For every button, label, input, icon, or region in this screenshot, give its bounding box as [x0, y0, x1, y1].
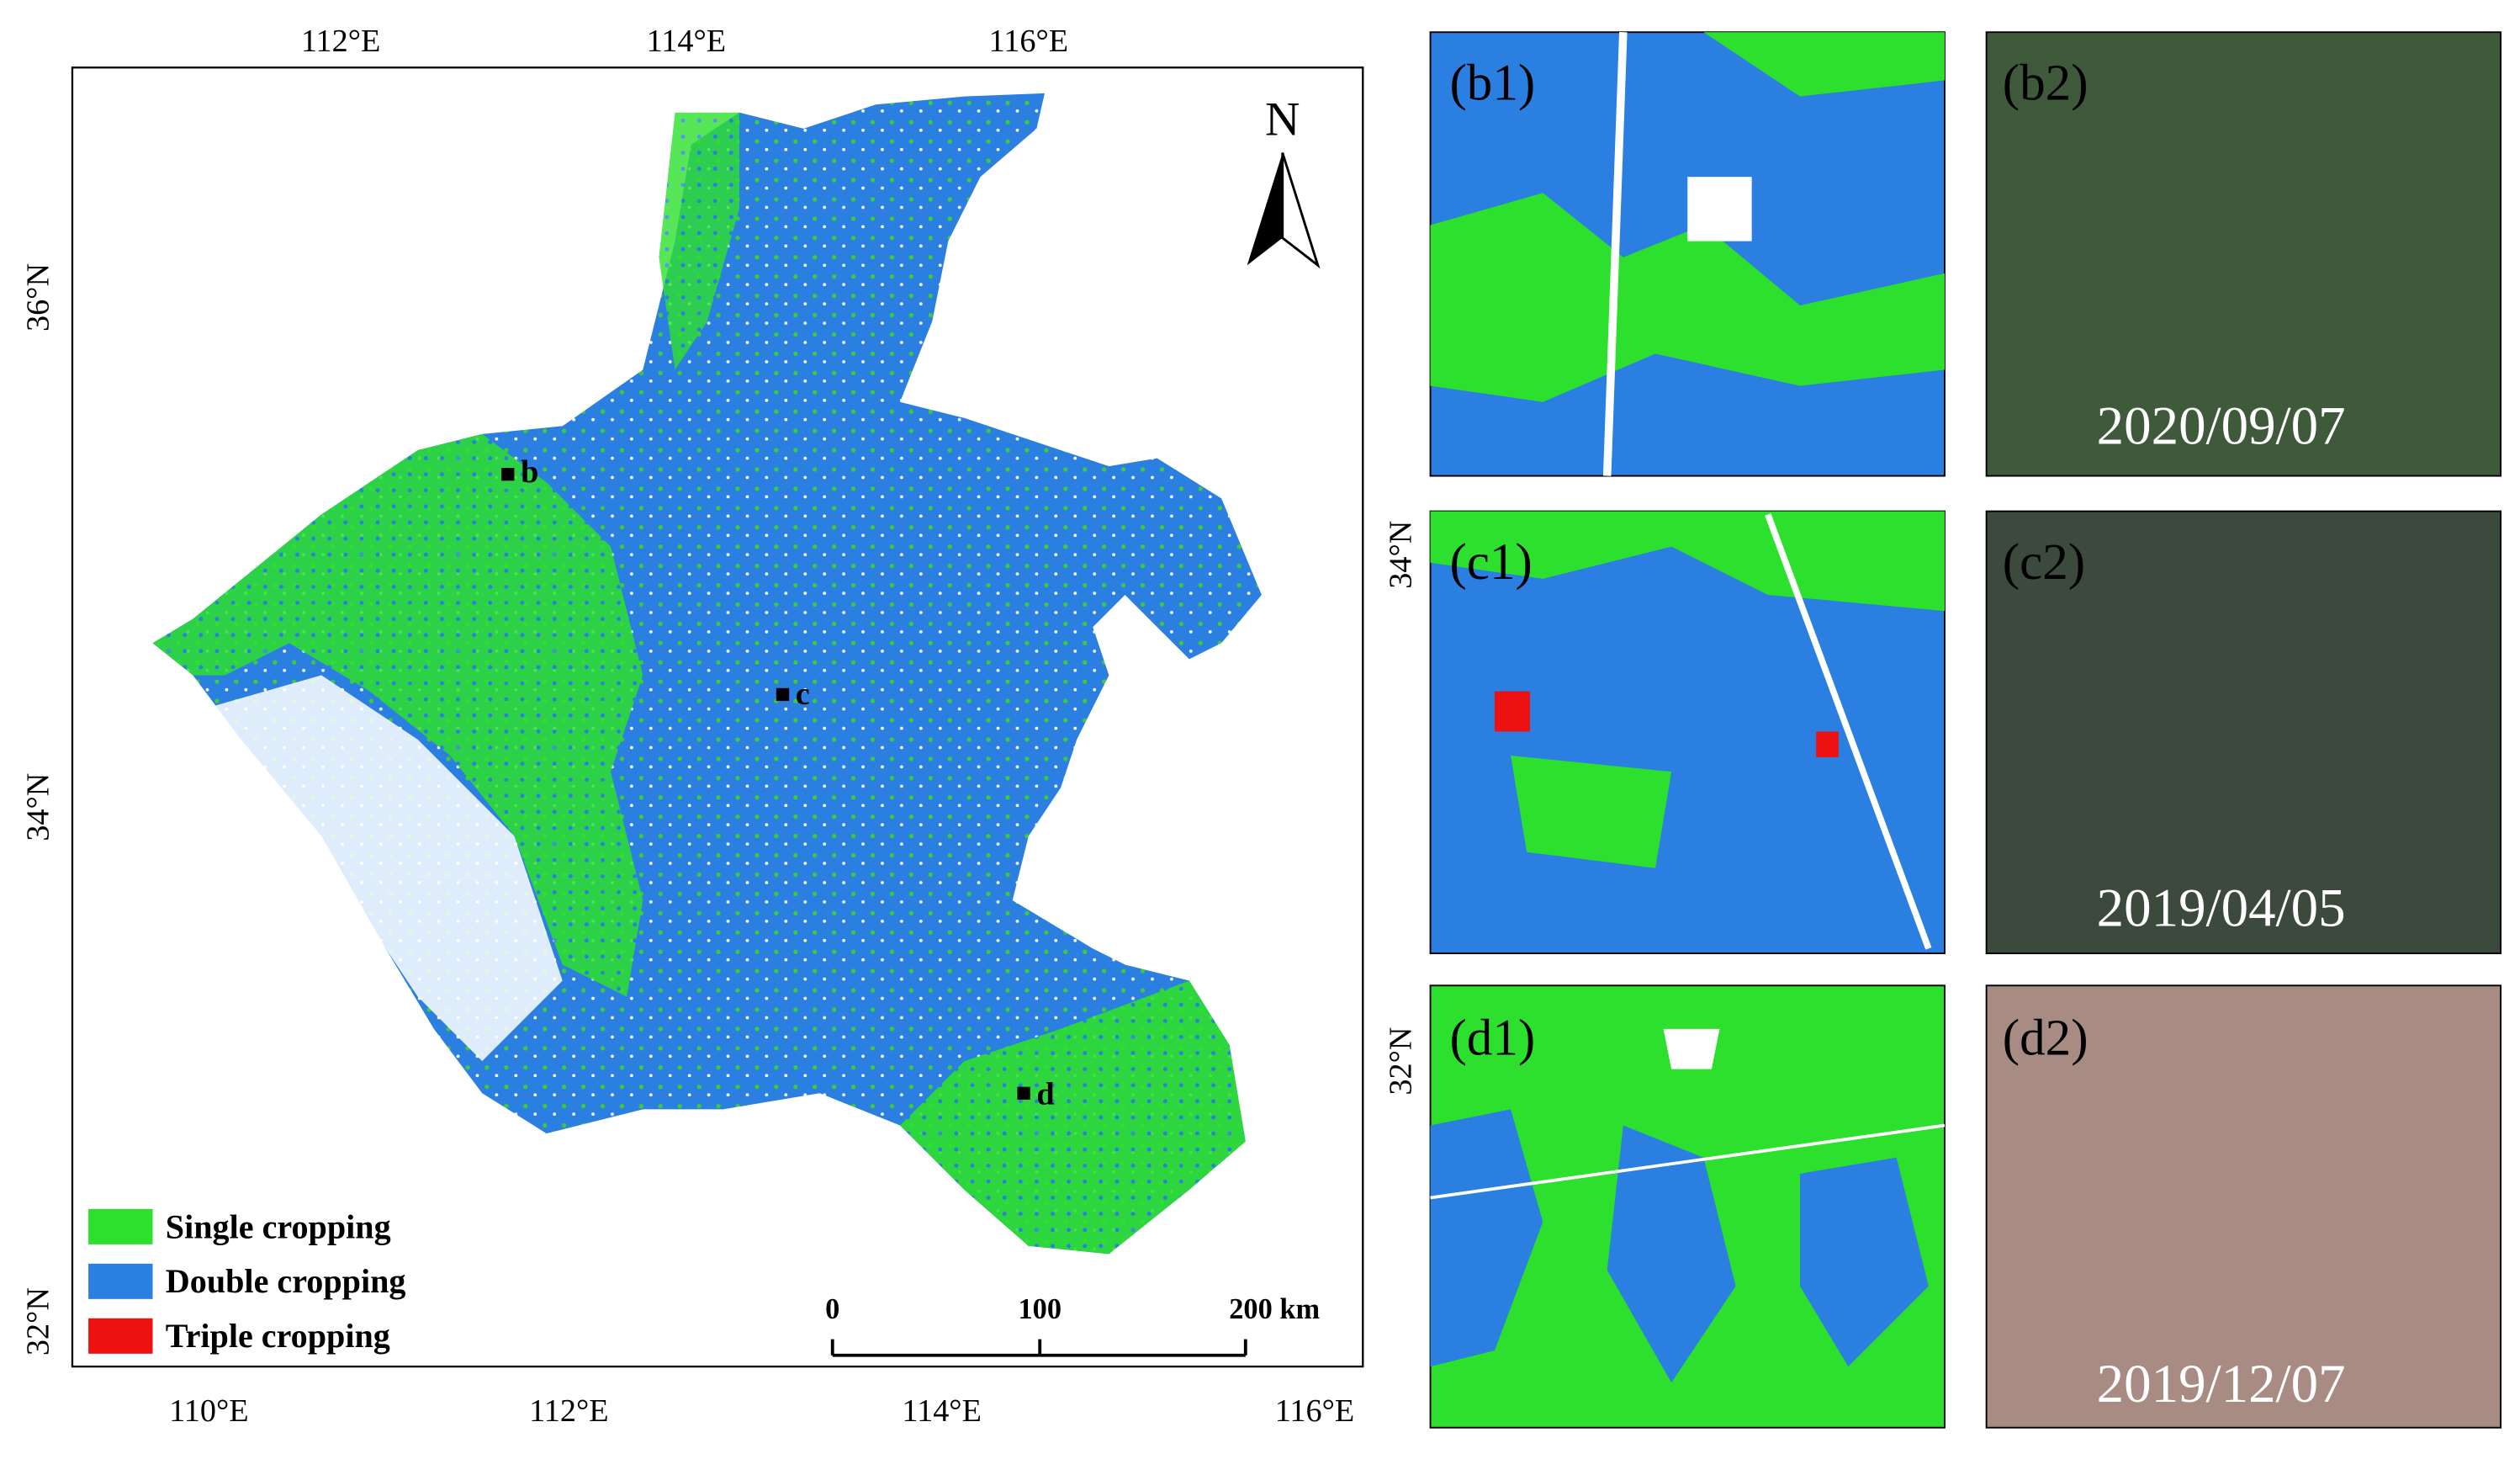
lat-label: 32°N	[20, 1287, 56, 1356]
sparse-region	[209, 675, 563, 1062]
scale-label: 0	[825, 1293, 839, 1325]
lon-label: 116°E	[989, 24, 1069, 59]
panel-date: 2020/09/07	[2097, 395, 2346, 456]
single-region-north	[659, 112, 739, 370]
scale-label: 100	[1018, 1293, 1061, 1325]
legend-label: Double cropping	[166, 1262, 406, 1300]
lon-label: 116°E	[1275, 1393, 1355, 1429]
lon-label: 112°E	[301, 24, 381, 59]
lon-label: 112°E	[529, 1393, 609, 1429]
panel-c1	[1429, 510, 1946, 955]
site-label: d	[1036, 1077, 1054, 1112]
panel-label: (b1)	[1449, 55, 1535, 111]
legend-swatch	[88, 1318, 153, 1354]
north-arrow	[1281, 152, 1321, 269]
panel-label: (b2)	[2003, 55, 2089, 111]
panel-date: 2019/04/05	[2097, 878, 2346, 939]
panel-label: (c1)	[1449, 534, 1532, 591]
panel-date: 2019/12/07	[2097, 1354, 2346, 1414]
panel-d1	[1429, 984, 1946, 1429]
north-label: N	[1265, 93, 1300, 146]
lon-label: 114°E	[902, 1393, 982, 1429]
panel-label: (d1)	[1449, 1010, 1535, 1066]
lat-label: 34°N	[20, 773, 56, 841]
site-label: b	[521, 454, 538, 490]
site-label: c	[796, 676, 810, 712]
panel-c2	[1985, 510, 2502, 955]
lat-label: 32°N	[1384, 1027, 1419, 1096]
scale-bar	[830, 1339, 1247, 1357]
panel-b2	[1985, 31, 2502, 477]
legend-label: Single cropping	[166, 1207, 391, 1245]
legend-swatch	[88, 1208, 153, 1244]
panel-label: (d2)	[2003, 1010, 2089, 1066]
lon-label: 114°E	[647, 24, 727, 59]
lat-label: 36°N	[20, 263, 56, 332]
panel-d2	[1985, 984, 2502, 1429]
legend-swatch	[88, 1263, 153, 1299]
single-region-south	[900, 980, 1246, 1255]
site-marker	[1017, 1086, 1030, 1100]
site-marker	[776, 687, 790, 702]
site-marker	[501, 468, 515, 481]
lon-label: 110°E	[169, 1393, 249, 1429]
single-region-west	[152, 433, 643, 997]
panel-label: (c2)	[2003, 534, 2085, 591]
lat-label: 34°N	[1384, 521, 1419, 589]
panel-b1	[1429, 31, 1946, 477]
legend-label: Triple cropping	[166, 1317, 390, 1355]
scale-label: 200 km	[1229, 1293, 1320, 1325]
